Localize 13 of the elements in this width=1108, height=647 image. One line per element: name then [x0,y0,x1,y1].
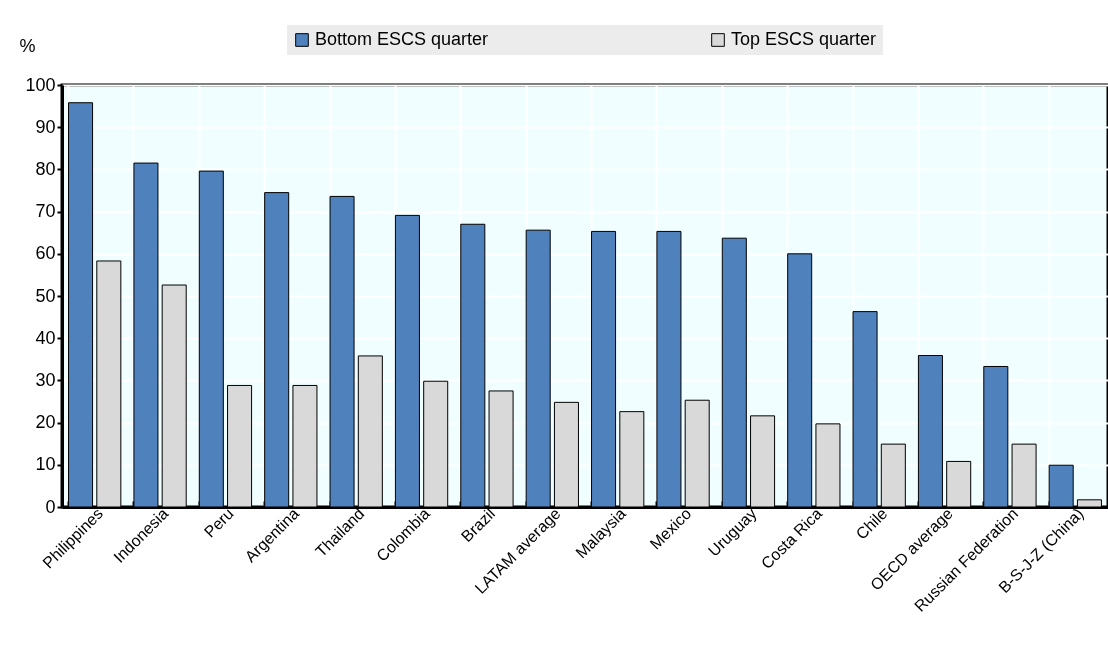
y-tick-label: 50 [35,285,56,306]
y-tick-label: 60 [35,243,56,264]
y-tick-label: 70 [35,201,56,222]
legend-label: Bottom ESCS quarter [315,29,489,49]
y-tick-label: 100 [25,74,56,95]
y-tick-label: 40 [35,327,56,348]
y-axis-title: % [19,35,36,56]
y-tick-label: 30 [35,369,56,390]
y-tick-label: 80 [35,158,56,179]
legend-label: Top ESCS quarter [731,29,877,49]
y-tick-label: 20 [35,412,56,433]
y-tick-label: 10 [35,454,56,475]
y-tick-label: 90 [35,116,56,137]
